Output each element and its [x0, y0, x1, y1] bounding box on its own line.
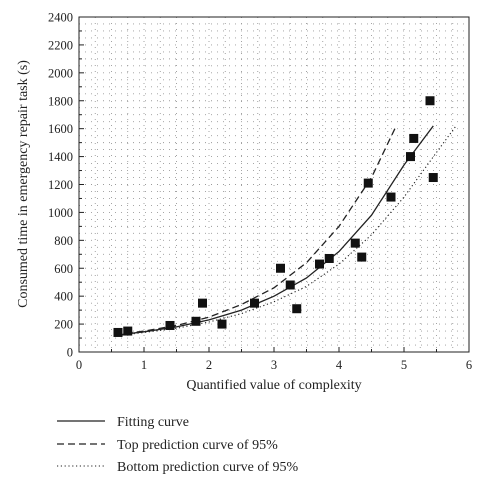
data-point [217, 319, 227, 329]
y-axis: 0 200 400 600 800 1000 1200 1400 1600 1800 2000 220… [48, 11, 84, 360]
x-tick-label: 0 [76, 358, 82, 372]
series-dotted-curve [114, 125, 457, 337]
data-point [250, 298, 259, 308]
data-point [425, 96, 435, 106]
y-tick-label: 400 [54, 290, 73, 304]
data-point [357, 252, 367, 262]
x-tick-label: 3 [271, 358, 277, 372]
legend-label: Top prediction curve of 95% [117, 438, 278, 453]
data-point [285, 280, 295, 290]
x-tick-label: 2 [206, 358, 212, 372]
legend-label: Bottom prediction curve of 95% [117, 460, 299, 475]
y-tick-label: 1400 [48, 150, 73, 164]
legend: Fitting curve Top prediction curve of 95%… [57, 415, 299, 475]
data-point [406, 152, 415, 162]
series-dashed-curve [114, 125, 397, 336]
x-tick-label: 4 [336, 358, 343, 372]
data-point [292, 304, 302, 314]
data-point [113, 327, 123, 337]
data-point [123, 326, 133, 336]
data-point [198, 298, 207, 308]
x-axis: 0 1 2 3 4 5 6 [76, 347, 472, 372]
y-tick-label: 600 [54, 262, 73, 276]
y-tick-label: 2000 [48, 66, 73, 80]
data-point [350, 238, 360, 248]
data-point [409, 133, 419, 143]
x-tick-label: 1 [141, 358, 147, 372]
series-solid-curve [114, 125, 434, 336]
data-point [191, 316, 201, 326]
x-tick-label: 5 [401, 358, 407, 372]
x-axis-label: Quantified value of complexity [186, 378, 361, 393]
y-tick-label: 1000 [48, 206, 73, 220]
y-tick-label: 2200 [48, 38, 73, 52]
y-tick-label: 800 [54, 234, 73, 248]
data-point [276, 263, 285, 273]
y-tick-label: 0 [67, 346, 73, 360]
y-tick-label: 200 [54, 318, 73, 332]
y-tick-label: 1800 [48, 94, 73, 108]
grid [79, 17, 469, 352]
y-tick-label: 2400 [48, 11, 73, 25]
data-point [428, 173, 438, 183]
curves [114, 125, 457, 337]
x-tick-label: 6 [466, 358, 472, 372]
y-tick-label: 1200 [48, 178, 73, 192]
y-axis-label: Consumed time in emergency repair task (… [16, 60, 31, 308]
data-point [386, 192, 396, 202]
data-point [324, 253, 334, 263]
data-points [113, 96, 438, 337]
y-tick-label: 1600 [48, 122, 73, 136]
data-point [165, 320, 175, 330]
legend-label: Fitting curve [117, 415, 189, 430]
data-point [315, 259, 324, 269]
data-point [363, 178, 373, 188]
